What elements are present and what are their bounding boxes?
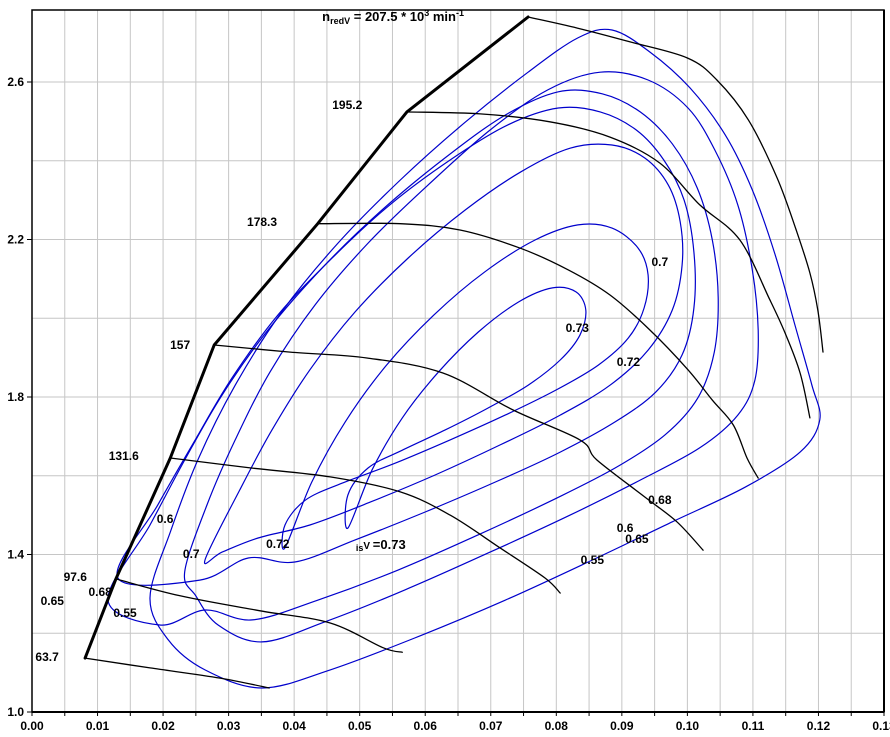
efficiency-contour-0.7 [203, 143, 684, 565]
efficiency-label: 0.65 [41, 594, 65, 608]
efficiency-label: 0.72 [617, 355, 641, 369]
speed-line-label: 97.6 [64, 570, 88, 584]
x-tick-label: 0.02 [151, 719, 175, 733]
x-tick-label: 0.03 [217, 719, 241, 733]
y-tick-label: 2.2 [7, 233, 24, 247]
x-tick-label: 0.06 [414, 719, 438, 733]
efficiency-label: 0.68 [648, 493, 672, 507]
efficiency-contour-0.6 [183, 71, 759, 643]
x-tick-label: 0.08 [545, 719, 569, 733]
speed-line-label: 195.2 [332, 98, 362, 112]
chart-title: nredV = 207.5 * 103 min-1 [322, 8, 464, 26]
x-tick-label: 0.07 [479, 719, 503, 733]
speed-line-178.3 [317, 222, 759, 479]
speed-line-157 [213, 344, 704, 551]
efficiency-contour-0.73 [344, 286, 587, 529]
y-tick-label: 1.4 [7, 548, 24, 562]
x-tick-label: 0.04 [282, 719, 306, 733]
efficiency-label: 0.72 [266, 537, 290, 551]
surge-line [83, 15, 530, 660]
x-tick-label: 0.10 [676, 719, 700, 733]
x-tick-label: 0.05 [348, 719, 372, 733]
x-tick-label: 0.09 [610, 719, 634, 733]
x-tick-label: 0.12 [807, 719, 831, 733]
speed-line-63.7 [84, 657, 270, 689]
x-tick-label: 0.13 [872, 719, 890, 733]
speed-line-97.6 [115, 578, 403, 653]
speed-line-207.5 [527, 16, 824, 353]
efficiency-contour-0.65 [107, 89, 719, 626]
efficiency-label: 0.6 [157, 512, 174, 526]
efficiency-label: 0.7 [652, 255, 669, 269]
efficiency-label: 0.7 [183, 547, 200, 561]
efficiency-label: 0.55 [113, 606, 137, 620]
y-tick-label: 1.0 [7, 705, 24, 719]
speed-line-label: 63.7 [35, 650, 59, 664]
efficiency-label: 0.65 [625, 532, 649, 546]
efficiency-label: 0.6 [617, 521, 634, 535]
x-tick-label: 0.11 [742, 719, 765, 733]
y-tick-label: 1.8 [7, 390, 24, 404]
efficiency-label: 0.55 [581, 553, 605, 567]
efficiency-variable-label: isV =0.73 [356, 537, 406, 553]
speed-line-195.2 [406, 111, 811, 419]
speed-line-label: 157 [170, 338, 190, 352]
speed-line-label: 131.6 [109, 449, 139, 463]
efficiency-contour-0.68 [116, 106, 696, 586]
speed-line-131.6 [169, 457, 561, 594]
y-tick-label: 2.6 [7, 75, 24, 89]
efficiency-label: 0.68 [88, 585, 112, 599]
x-tick-label: 0.00 [20, 719, 44, 733]
efficiency-contour-0.55 [149, 28, 821, 689]
speed-line-label: 178.3 [247, 215, 277, 229]
x-tick-label: 0.01 [86, 719, 110, 733]
efficiency-contour-0.72 [281, 223, 649, 550]
efficiency-label: 0.73 [566, 321, 590, 335]
